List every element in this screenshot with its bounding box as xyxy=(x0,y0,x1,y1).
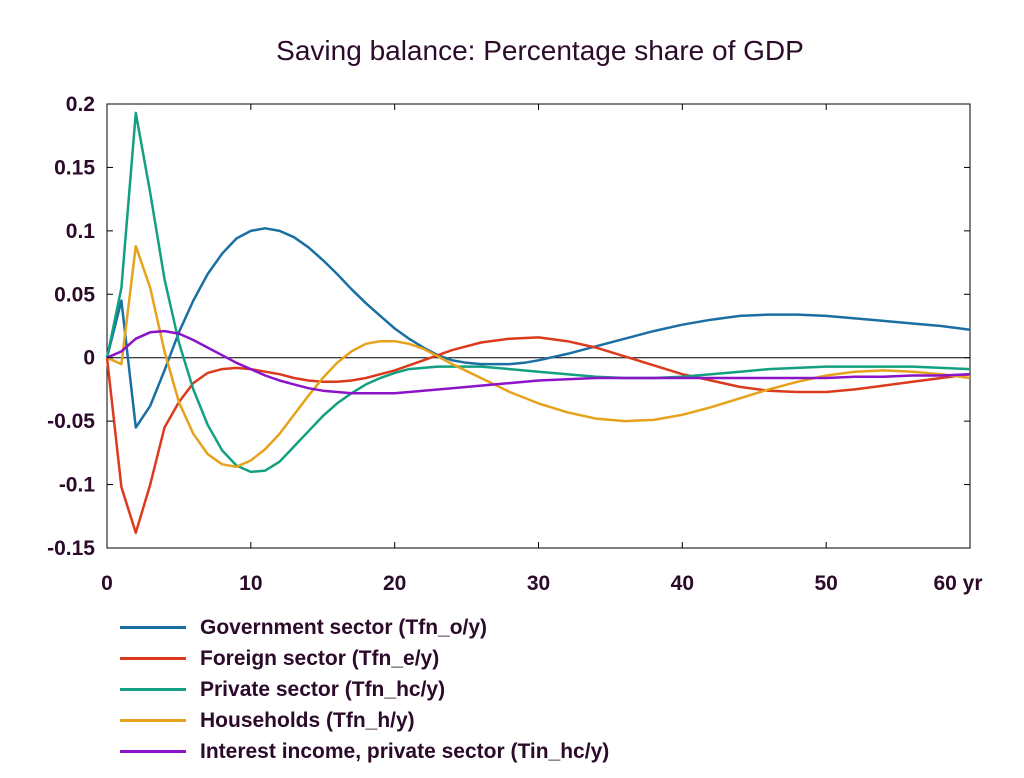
legend-item: Households (Tfn_h/y) xyxy=(120,705,609,736)
legend: Government sector (Tfn_o/y) Foreign secto… xyxy=(120,612,609,767)
legend-label: Government sector (Tfn_o/y) xyxy=(200,615,488,639)
series-line-4 xyxy=(106,329,971,395)
legend-swatch xyxy=(120,688,186,691)
y-tick-label: 0 xyxy=(83,347,95,370)
series-line-0 xyxy=(105,227,971,429)
legend-item: Private sector (Tfn_hc/y) xyxy=(120,674,609,705)
x-tick-label: 20 xyxy=(383,572,406,595)
legend-swatch xyxy=(120,657,186,660)
y-tick-label: 0.2 xyxy=(66,93,95,116)
series-line-3 xyxy=(106,244,971,469)
y-tick-label: -0.05 xyxy=(47,410,95,433)
x-tick-label: 50 xyxy=(814,572,837,595)
y-axis: 0.2 0.15 0.1 0.05 0 -0.05 -0.1 -0.15 xyxy=(47,93,970,560)
legend-swatch xyxy=(120,719,186,722)
legend-item: Interest income, private sector (Tin_hc/… xyxy=(120,736,609,767)
x-tick-label: 0 xyxy=(101,572,113,595)
legend-label: Households (Tfn_h/y) xyxy=(200,708,415,732)
chart-title: Saving balance: Percentage share of GDP xyxy=(276,35,804,66)
y-tick-label: 0.15 xyxy=(54,156,95,179)
legend-swatch xyxy=(120,626,186,629)
series-line-1 xyxy=(105,336,971,535)
series-line-2 xyxy=(105,111,971,474)
x-tick-label: 60 yr xyxy=(933,572,982,595)
y-tick-label: -0.1 xyxy=(59,474,96,497)
legend-swatch xyxy=(120,750,186,753)
legend-label: Private sector (Tfn_hc/y) xyxy=(200,677,446,701)
plot-border xyxy=(106,103,971,549)
x-tick-label: 10 xyxy=(239,572,262,595)
x-tick-label: 30 xyxy=(527,572,550,595)
legend-label: Interest income, private sector (Tin_hc/… xyxy=(200,739,610,763)
legend-label: Foreign sector (Tfn_e/y) xyxy=(200,646,440,670)
legend-item: Foreign sector (Tfn_e/y) xyxy=(120,643,609,674)
legend-item: Government sector (Tfn_o/y) xyxy=(120,612,609,643)
plot-area xyxy=(106,103,971,549)
series-lines xyxy=(105,111,971,535)
x-tick-label: 40 xyxy=(671,572,694,595)
chart-canvas: Saving balance: Percentage share of GDP … xyxy=(47,35,983,595)
y-tick-label: -0.15 xyxy=(47,537,95,560)
y-tick-label: 0.05 xyxy=(54,283,95,306)
x-axis: 0 10 20 30 40 50 60 yr xyxy=(101,104,983,595)
y-tick-label: 0.1 xyxy=(66,220,96,243)
